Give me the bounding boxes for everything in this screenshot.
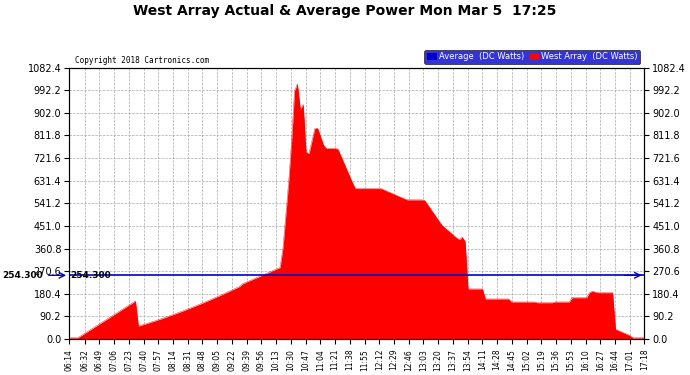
Text: West Array Actual & Average Power Mon Mar 5  17:25: West Array Actual & Average Power Mon Ma… <box>133 4 557 18</box>
Text: Copyright 2018 Cartronics.com: Copyright 2018 Cartronics.com <box>75 56 209 65</box>
Text: 254.300: 254.300 <box>70 271 110 280</box>
Legend: Average  (DC Watts), West Array  (DC Watts): Average (DC Watts), West Array (DC Watts… <box>424 50 640 64</box>
Text: 254.300: 254.300 <box>2 271 43 280</box>
